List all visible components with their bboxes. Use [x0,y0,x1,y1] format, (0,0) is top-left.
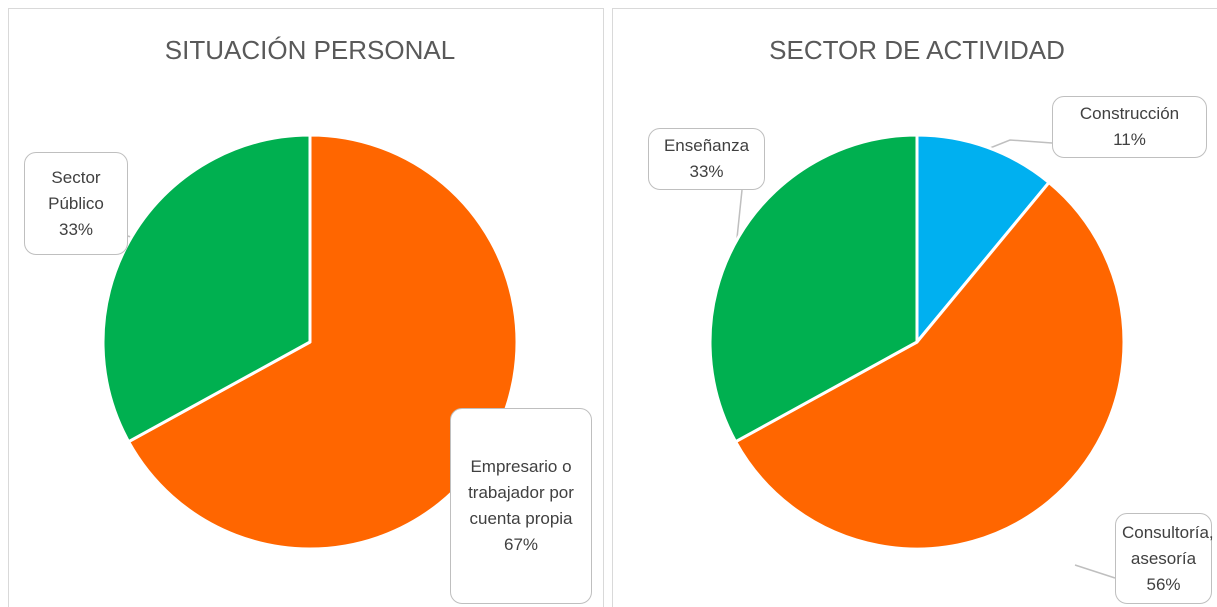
value-label: 67% [503,535,539,554]
panel [612,8,1217,607]
category-label: Consultoría, asesoría [1122,522,1214,568]
pie-slice [708,133,919,444]
value-label: 56% [1146,574,1181,594]
category-label: Sector Público [48,167,104,213]
leader-line [736,189,743,239]
data-label: Enseñanza 33% [648,128,765,190]
data-label: Consultoría, asesoría 56% [1115,513,1214,604]
leader-line [984,139,1053,151]
value-label: 11% [1113,130,1146,149]
pie-slice [734,181,1126,551]
chart-title: SITUACIÓN PERSONAL [165,35,455,65]
value-label: 33% [58,219,94,239]
data-label: Empresario o trabajador por cuenta propi… [450,408,592,604]
data-label: Construcción 11% [1052,96,1207,158]
value-label: 33% [689,162,724,181]
chart-title: SECTOR DE ACTIVIDAD [769,35,1065,65]
panel [8,8,604,607]
category-label: Empresario o trabajador por cuenta propi… [468,457,574,528]
category-label: Construcción [1079,104,1180,123]
leader-line [1074,564,1116,579]
pie-slice [101,133,312,444]
data-label: Sector Público 33% [24,152,128,255]
pie-slice [915,133,1051,344]
category-label: Enseñanza [663,136,750,155]
